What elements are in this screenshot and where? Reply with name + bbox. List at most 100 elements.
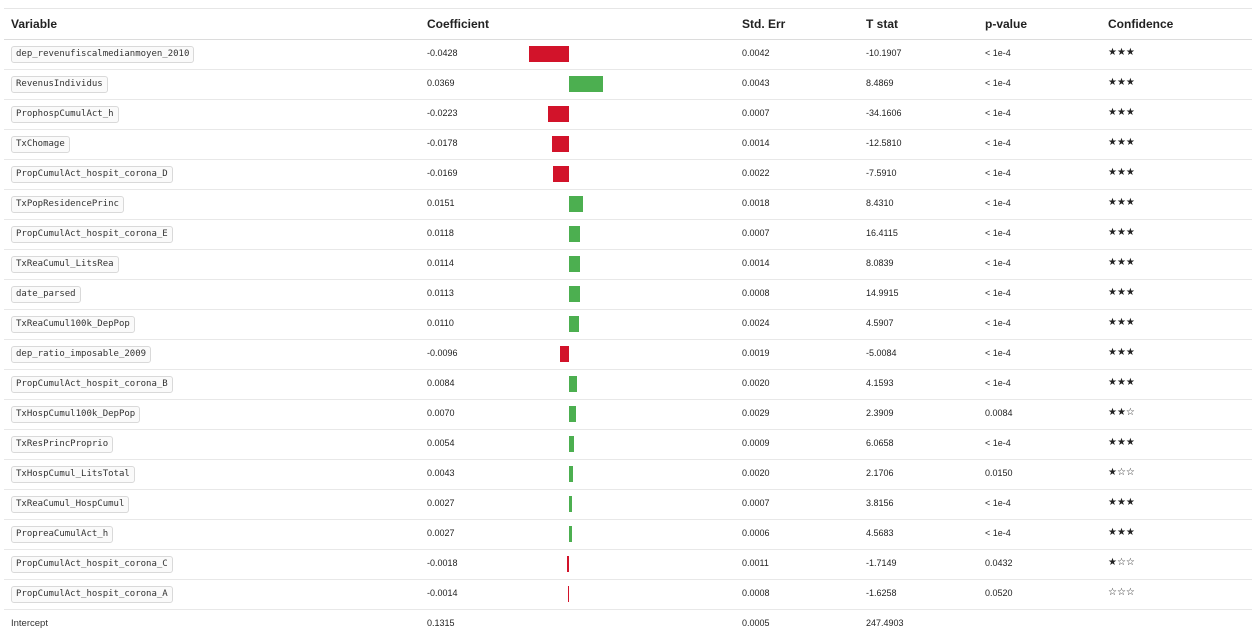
t-stat-value: 2.3909 [866,408,894,418]
negative-coefficient-bar [552,136,569,152]
positive-coefficient-bar [569,196,584,212]
confidence-stars: ★★★ [1108,347,1135,358]
variable-chip: TxReaCumul_HospCumul [11,496,130,513]
confidence-stars: ★★★ [1108,257,1135,268]
std-err-value: 0.0008 [742,288,770,298]
t-stat-value: 4.1593 [866,378,894,388]
table-row: TxReaCumul_LitsRea 0.0114 0.0014 8.0839 < 1e… [4,250,1252,280]
confidence-stars: ★★★ [1108,437,1135,448]
negative-coefficient-bar [529,46,569,62]
table-row: PropCumulAct_hospit_corona_E 0.0118 0.0007… [4,220,1252,250]
p-value: < 1e-4 [985,348,1011,358]
p-value: < 1e-4 [985,168,1011,178]
p-value: < 1e-4 [985,48,1011,58]
table-row: dep_ratio_imposable_2009 -0.0096 0.0019 -5.… [4,340,1252,370]
std-err-value: 0.0007 [742,108,770,118]
variable-chip: RevenusIndividus [11,76,108,93]
table-row: RevenusIndividus 0.0369 0.0043 8.4869 < 1e-4… [4,70,1252,100]
p-value: < 1e-4 [985,498,1011,508]
confidence-stars: ★★★ [1108,317,1135,328]
std-err-value: 0.0011 [742,558,769,568]
p-value: < 1e-4 [985,198,1011,208]
p-value: < 1e-4 [985,378,1011,388]
variable-chip: dep_ratio_imposable_2009 [11,346,152,363]
t-stat-value: 8.0839 [866,258,894,268]
header-variable: Variable [11,17,58,31]
confidence-stars: ☆☆☆ [1108,587,1135,598]
coefficient-value: 0.0084 [427,378,455,388]
table-row: PropreaCumulAct_h 0.0027 0.0006 4.5683 < 1e-… [4,520,1252,550]
p-value: < 1e-4 [985,528,1011,538]
t-stat-value: 14.9915 [866,288,899,298]
std-err-value: 0.0043 [742,78,770,88]
confidence-stars: ★★☆ [1108,407,1135,418]
t-stat-value: 16.4115 [866,228,898,238]
negative-coefficient-bar [560,346,569,362]
p-value: < 1e-4 [985,138,1011,148]
negative-coefficient-bar [548,106,569,122]
std-err-value: 0.0019 [742,348,770,358]
confidence-stars: ★★★ [1108,107,1135,118]
confidence-stars: ★★★ [1108,47,1135,58]
p-value: 0.0432 [985,558,1013,568]
t-stat-value: 8.4869 [866,78,894,88]
p-value: < 1e-4 [985,228,1011,238]
table-body: dep_revenufiscalmedianmoyen_2010 -0.0428 0… [4,40,1252,610]
intercept-label: Intercept [11,618,48,629]
t-stat-value: 3.8156 [866,498,894,508]
confidence-stars: ★☆☆ [1108,557,1135,568]
table-row: ProphospCumulAct_h -0.0223 0.0007 -34.1606 <… [4,100,1252,130]
coefficient-value: 0.0151 [427,198,455,208]
table-row: TxHospCumul_LitsTotal 0.0043 0.0020 2.1706 0… [4,460,1252,490]
coefficient-value: 0.0369 [427,78,455,88]
positive-coefficient-bar [569,376,577,392]
confidence-stars: ★★★ [1108,497,1135,508]
std-err-value: 0.0020 [742,468,770,478]
confidence-stars: ★★★ [1108,527,1135,538]
variable-chip: date_parsed [11,286,81,303]
p-value: < 1e-4 [985,438,1011,448]
variable-chip: PropCumulAct_hospit_corona_E [11,226,173,243]
variable-chip: TxChomage [11,136,70,153]
header-coefficient: Coefficient [427,17,490,31]
table-row: date_parsed 0.0113 0.0008 14.9915 < 1e-4 ★★★ [4,280,1252,310]
coefficient-value: -0.0169 [427,168,458,178]
coefficient-value: 0.0043 [427,468,455,478]
negative-coefficient-bar [553,166,569,182]
table-row: TxHospCumul100k_DepPop 0.0070 0.0029 2.3909… [4,400,1252,430]
intercept-se: 0.0005 [742,618,770,628]
t-stat-value: -1.7149 [866,558,897,568]
variable-chip: TxReaCumul100k_DepPop [11,316,135,333]
positive-coefficient-bar [569,466,574,482]
positive-coefficient-bar [569,256,580,272]
confidence-stars: ★★★ [1108,227,1135,238]
table-row: dep_revenufiscalmedianmoyen_2010 -0.0428 0… [4,40,1252,70]
variable-chip: TxReaCumul_LitsRea [11,256,119,273]
table-row: PropCumulAct_hospit_corona_C -0.0018 0.001… [4,550,1252,580]
variable-chip: TxHospCumul100k_DepPop [11,406,141,423]
p-value: < 1e-4 [985,318,1011,328]
variable-chip: PropreaCumulAct_h [11,526,114,543]
regression-table: Variable Coefficient Std. Err T stat p-v… [4,8,1252,639]
variable-chip: PropCumulAct_hospit_corona_C [11,556,173,573]
intercept-t: 247.4903 [866,618,904,628]
std-err-value: 0.0014 [742,138,770,148]
variable-chip: ProphospCumulAct_h [11,106,119,123]
std-err-value: 0.0022 [742,168,770,178]
coefficient-value: 0.0027 [427,528,455,538]
coefficient-value: -0.0223 [427,108,458,118]
positive-coefficient-bar [569,286,580,302]
confidence-stars: ★☆☆ [1108,467,1135,478]
p-value: 0.0150 [985,468,1013,478]
header-confidence: Confidence [1108,17,1174,31]
coefficient-value: -0.0014 [427,588,458,598]
p-value: < 1e-4 [985,258,1011,268]
coefficient-value: 0.0110 [427,318,454,328]
positive-coefficient-bar [569,226,581,242]
t-stat-value: -1.6258 [866,588,897,598]
coefficient-value: 0.0027 [427,498,455,508]
positive-coefficient-bar [569,406,576,422]
t-stat-value: 4.5683 [866,528,894,538]
std-err-value: 0.0020 [742,378,770,388]
std-err-value: 0.0007 [742,228,770,238]
